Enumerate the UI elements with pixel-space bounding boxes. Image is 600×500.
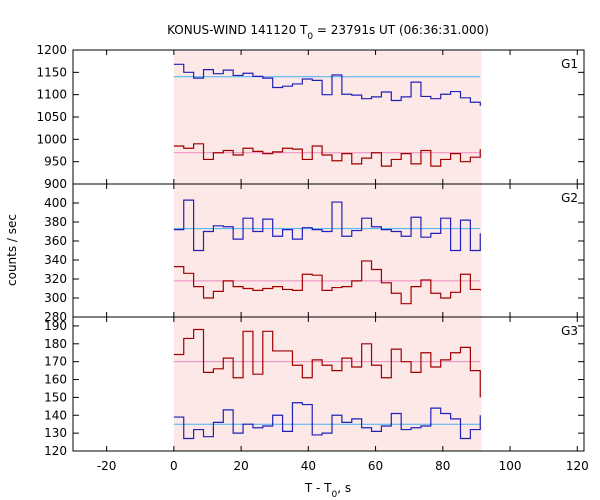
chart-title: KONUS-WIND 141120 T0 = 23791s UT (06:36:… [167,23,489,42]
panel-g2-ytick-label: 380 [44,215,67,229]
panel-g3-blue-series [173,402,481,440]
panel-g1-red-series [173,143,481,167]
xtick-label: 100 [499,459,522,473]
xtick-label: -20 [97,459,117,473]
xtick-label: 60 [368,459,383,473]
panel-g2-blue-series [173,199,481,252]
panel-g1-ytick-label: 1200 [36,43,67,57]
panel-g3-ytick-label: 120 [44,444,67,458]
panel-g2-red-series [173,260,481,305]
axes-layer: 90095010001050110011501200G1280300320340… [36,43,588,473]
shaded-interval [173,50,482,451]
panel-g2-ytick-label: 360 [44,234,67,248]
xtick-label: 120 [566,459,589,473]
xtick-label: 40 [301,459,316,473]
panel-g2-label: G2 [561,191,578,205]
panel-g1-label: G1 [561,57,578,71]
panel-g3-ytick-label: 140 [44,408,67,422]
y-axis-label: counts / sec [5,214,19,286]
panel-g1-ytick-label: 1000 [36,132,67,146]
panel-g2-ytick-label: 340 [44,253,67,267]
panel-g3-ytick-label: 180 [44,337,67,351]
panel-g1-ytick-label: 1050 [36,110,67,124]
panel-g2-ytick-label: 320 [44,272,67,286]
panel-g3-ytick-label: 160 [44,373,67,387]
xtick-label: 20 [233,459,248,473]
panel-g3-red-series [173,328,481,398]
xtick-label: 0 [170,459,178,473]
panel-g3-ytick-label: 130 [44,426,67,440]
panel-g3-ytick-label: 150 [44,390,67,404]
data-layer [173,63,481,440]
panel-g1-ytick-label: 1100 [36,88,67,102]
panel-g1-ytick-label: 900 [44,177,67,191]
panel-g3-ytick-label: 170 [44,355,67,369]
panel-g2-ytick-label: 280 [44,310,67,324]
panel-g3-ytick-label: 190 [44,319,67,333]
panel-g1-ytick-label: 950 [44,155,67,169]
xtick-label: 80 [435,459,450,473]
panel-g2-ytick-label: 400 [44,196,67,210]
panel-g3-frame [72,316,585,452]
panel-g3-label: G3 [561,324,578,338]
panel-g1-ytick-label: 1150 [36,65,67,79]
x-axis-label: T - T0, s [304,481,351,500]
shaded-interval-layer [173,50,482,451]
panel-g1-blue-series [173,63,481,106]
panel-g2-ytick-label: 300 [44,291,67,305]
